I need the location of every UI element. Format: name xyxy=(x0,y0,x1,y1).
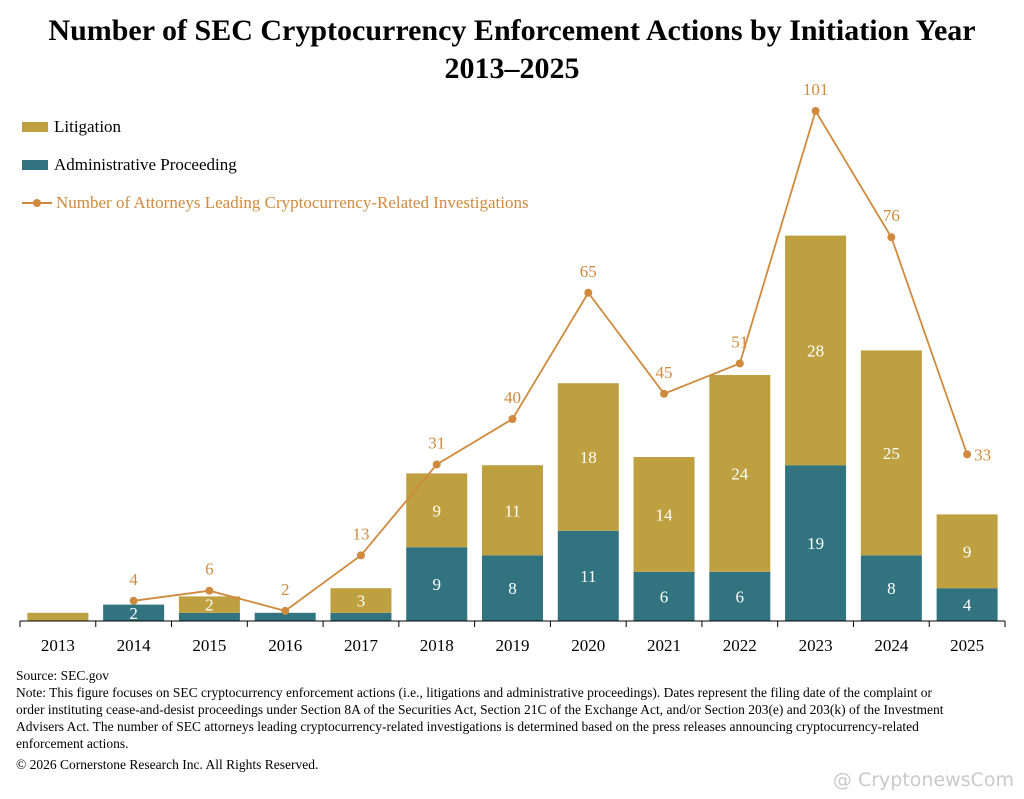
attorneys-label-2025: 33 xyxy=(974,445,991,464)
attorneys-point-2021 xyxy=(660,389,669,398)
x-tick-label-2025: 2025 xyxy=(950,636,984,655)
attorneys-line-swatch xyxy=(22,197,52,209)
attorneys-point-2020 xyxy=(584,288,593,297)
label-administrative-2019: 8 xyxy=(508,579,517,598)
label-administrative-2014: 2 xyxy=(129,604,138,623)
attorneys-label-2019: 40 xyxy=(504,388,521,407)
bar-administrative-2024 xyxy=(860,555,922,621)
bar-litigation-2021 xyxy=(633,457,695,572)
bar-litigation-2023 xyxy=(785,235,847,466)
label-administrative-2025: 4 xyxy=(963,596,972,615)
label-administrative-2022: 6 xyxy=(736,587,745,606)
source-text: Source: SEC.gov xyxy=(16,668,109,683)
bar-administrative-2019 xyxy=(482,555,543,621)
x-tick-label-2016: 2016 xyxy=(268,636,302,655)
attorneys-label-2023: 101 xyxy=(803,80,829,99)
label-litigation-2015: 2 xyxy=(205,596,214,615)
attorneys-point-2015 xyxy=(205,586,214,595)
bar-litigation-2015 xyxy=(178,596,240,613)
bar-litigation-2017 xyxy=(330,588,392,613)
x-tick-label-2021: 2021 xyxy=(647,636,681,655)
x-tick-label-2013: 2013 xyxy=(41,636,75,655)
bar-administrative-2020 xyxy=(557,530,619,621)
attorneys-label-2015: 6 xyxy=(205,560,214,579)
attorneys-point-2014 xyxy=(129,596,138,605)
bar-administrative-2015 xyxy=(178,612,240,621)
bar-litigation-2025 xyxy=(936,514,998,589)
attorneys-label-2024: 76 xyxy=(883,206,900,225)
attorneys-label-2018: 31 xyxy=(428,433,445,452)
attorneys-point-2025 xyxy=(963,450,972,459)
x-tick-label-2015: 2015 xyxy=(192,636,226,655)
bar-administrative-2018 xyxy=(406,547,468,621)
bar-litigation-2013 xyxy=(27,612,89,621)
label-litigation-2021: 14 xyxy=(656,505,674,524)
label-administrative-2023: 19 xyxy=(807,534,824,553)
bar-litigation-2018 xyxy=(406,473,468,548)
attorneys-label-2021: 45 xyxy=(656,363,673,382)
chart-title: Number of SEC Cryptocurrency Enforcement… xyxy=(0,12,1024,88)
attorneys-point-2023 xyxy=(811,106,820,115)
bar-administrative-2017 xyxy=(330,612,392,621)
legend-label-attorneys: Number of Attorneys Leading Cryptocurren… xyxy=(56,193,529,212)
bar-administrative-2014 xyxy=(103,604,165,621)
x-tick-label-2019: 2019 xyxy=(496,636,530,655)
label-litigation-2018: 9 xyxy=(432,501,441,520)
label-litigation-2025: 9 xyxy=(963,542,972,561)
x-tick-label-2017: 2017 xyxy=(344,636,379,655)
attorneys-point-2019 xyxy=(508,415,517,423)
label-administrative-2020: 11 xyxy=(580,567,596,586)
legend-label-administrative: Administrative Proceeding xyxy=(54,155,237,174)
label-administrative-2018: 9 xyxy=(432,575,441,594)
bar-administrative-2016 xyxy=(254,612,316,621)
attorneys-label-2022: 51 xyxy=(731,332,748,351)
x-tick-label-2024: 2024 xyxy=(874,636,909,655)
label-administrative-2024: 8 xyxy=(887,579,896,598)
attorneys-line xyxy=(133,108,968,612)
legend-item-attorneys: Number of Attorneys Leading Cryptocurren… xyxy=(22,193,529,213)
legend-item-administrative: Administrative Proceeding xyxy=(22,155,237,175)
copyright-text: © 2026 Cornerstone Research Inc. All Rig… xyxy=(16,757,319,772)
bar-litigation-2022 xyxy=(709,375,771,572)
title-line-1: Number of SEC Cryptocurrency Enforcement… xyxy=(48,14,976,47)
label-litigation-2017: 3 xyxy=(357,592,366,611)
legend-label-litigation: Litigation xyxy=(54,117,122,136)
footer: Source: SEC.gov Note: This figure focuse… xyxy=(16,667,946,773)
attorneys-label-2020: 65 xyxy=(580,262,597,281)
note-text: Note: This figure focuses on SEC cryptoc… xyxy=(16,685,944,751)
watermark: @ CryptonewsCom xyxy=(832,769,1014,791)
title-line-2: 2013–2025 xyxy=(444,52,580,85)
x-tick-label-2020: 2020 xyxy=(571,636,605,655)
bar-administrative-2023 xyxy=(785,465,847,621)
attorneys-point-2024 xyxy=(887,233,896,242)
bar-administrative-2022 xyxy=(709,571,771,621)
attorneys-label-2017: 13 xyxy=(352,524,369,543)
attorneys-label-2014: 4 xyxy=(129,570,138,589)
x-tick-label-2022: 2022 xyxy=(723,636,757,655)
bar-litigation-2019 xyxy=(482,465,543,556)
attorneys-label-2016: 2 xyxy=(281,580,290,599)
bar-litigation-2024 xyxy=(860,350,922,556)
bar-litigation-2020 xyxy=(557,383,619,531)
attorneys-point-2018 xyxy=(432,460,441,469)
label-litigation-2022: 24 xyxy=(731,464,749,483)
attorneys-point-2017 xyxy=(356,551,365,560)
label-litigation-2019: 11 xyxy=(504,501,520,520)
x-tick-label-2018: 2018 xyxy=(420,636,454,655)
bar-administrative-2021 xyxy=(633,571,695,621)
label-litigation-2023: 28 xyxy=(807,341,824,360)
label-litigation-2024: 25 xyxy=(883,444,900,463)
bar-administrative-2025 xyxy=(936,588,998,621)
attorneys-point-2022 xyxy=(735,359,744,368)
x-tick-label-2023: 2023 xyxy=(799,636,833,655)
legend-item-litigation: Litigation xyxy=(22,117,121,137)
litigation-swatch xyxy=(22,122,48,132)
x-tick-label-2014: 2014 xyxy=(117,636,152,655)
attorneys-point-2016 xyxy=(281,606,290,615)
administrative-swatch xyxy=(22,160,48,170)
label-administrative-2021: 6 xyxy=(660,587,669,606)
label-litigation-2020: 18 xyxy=(580,448,597,467)
